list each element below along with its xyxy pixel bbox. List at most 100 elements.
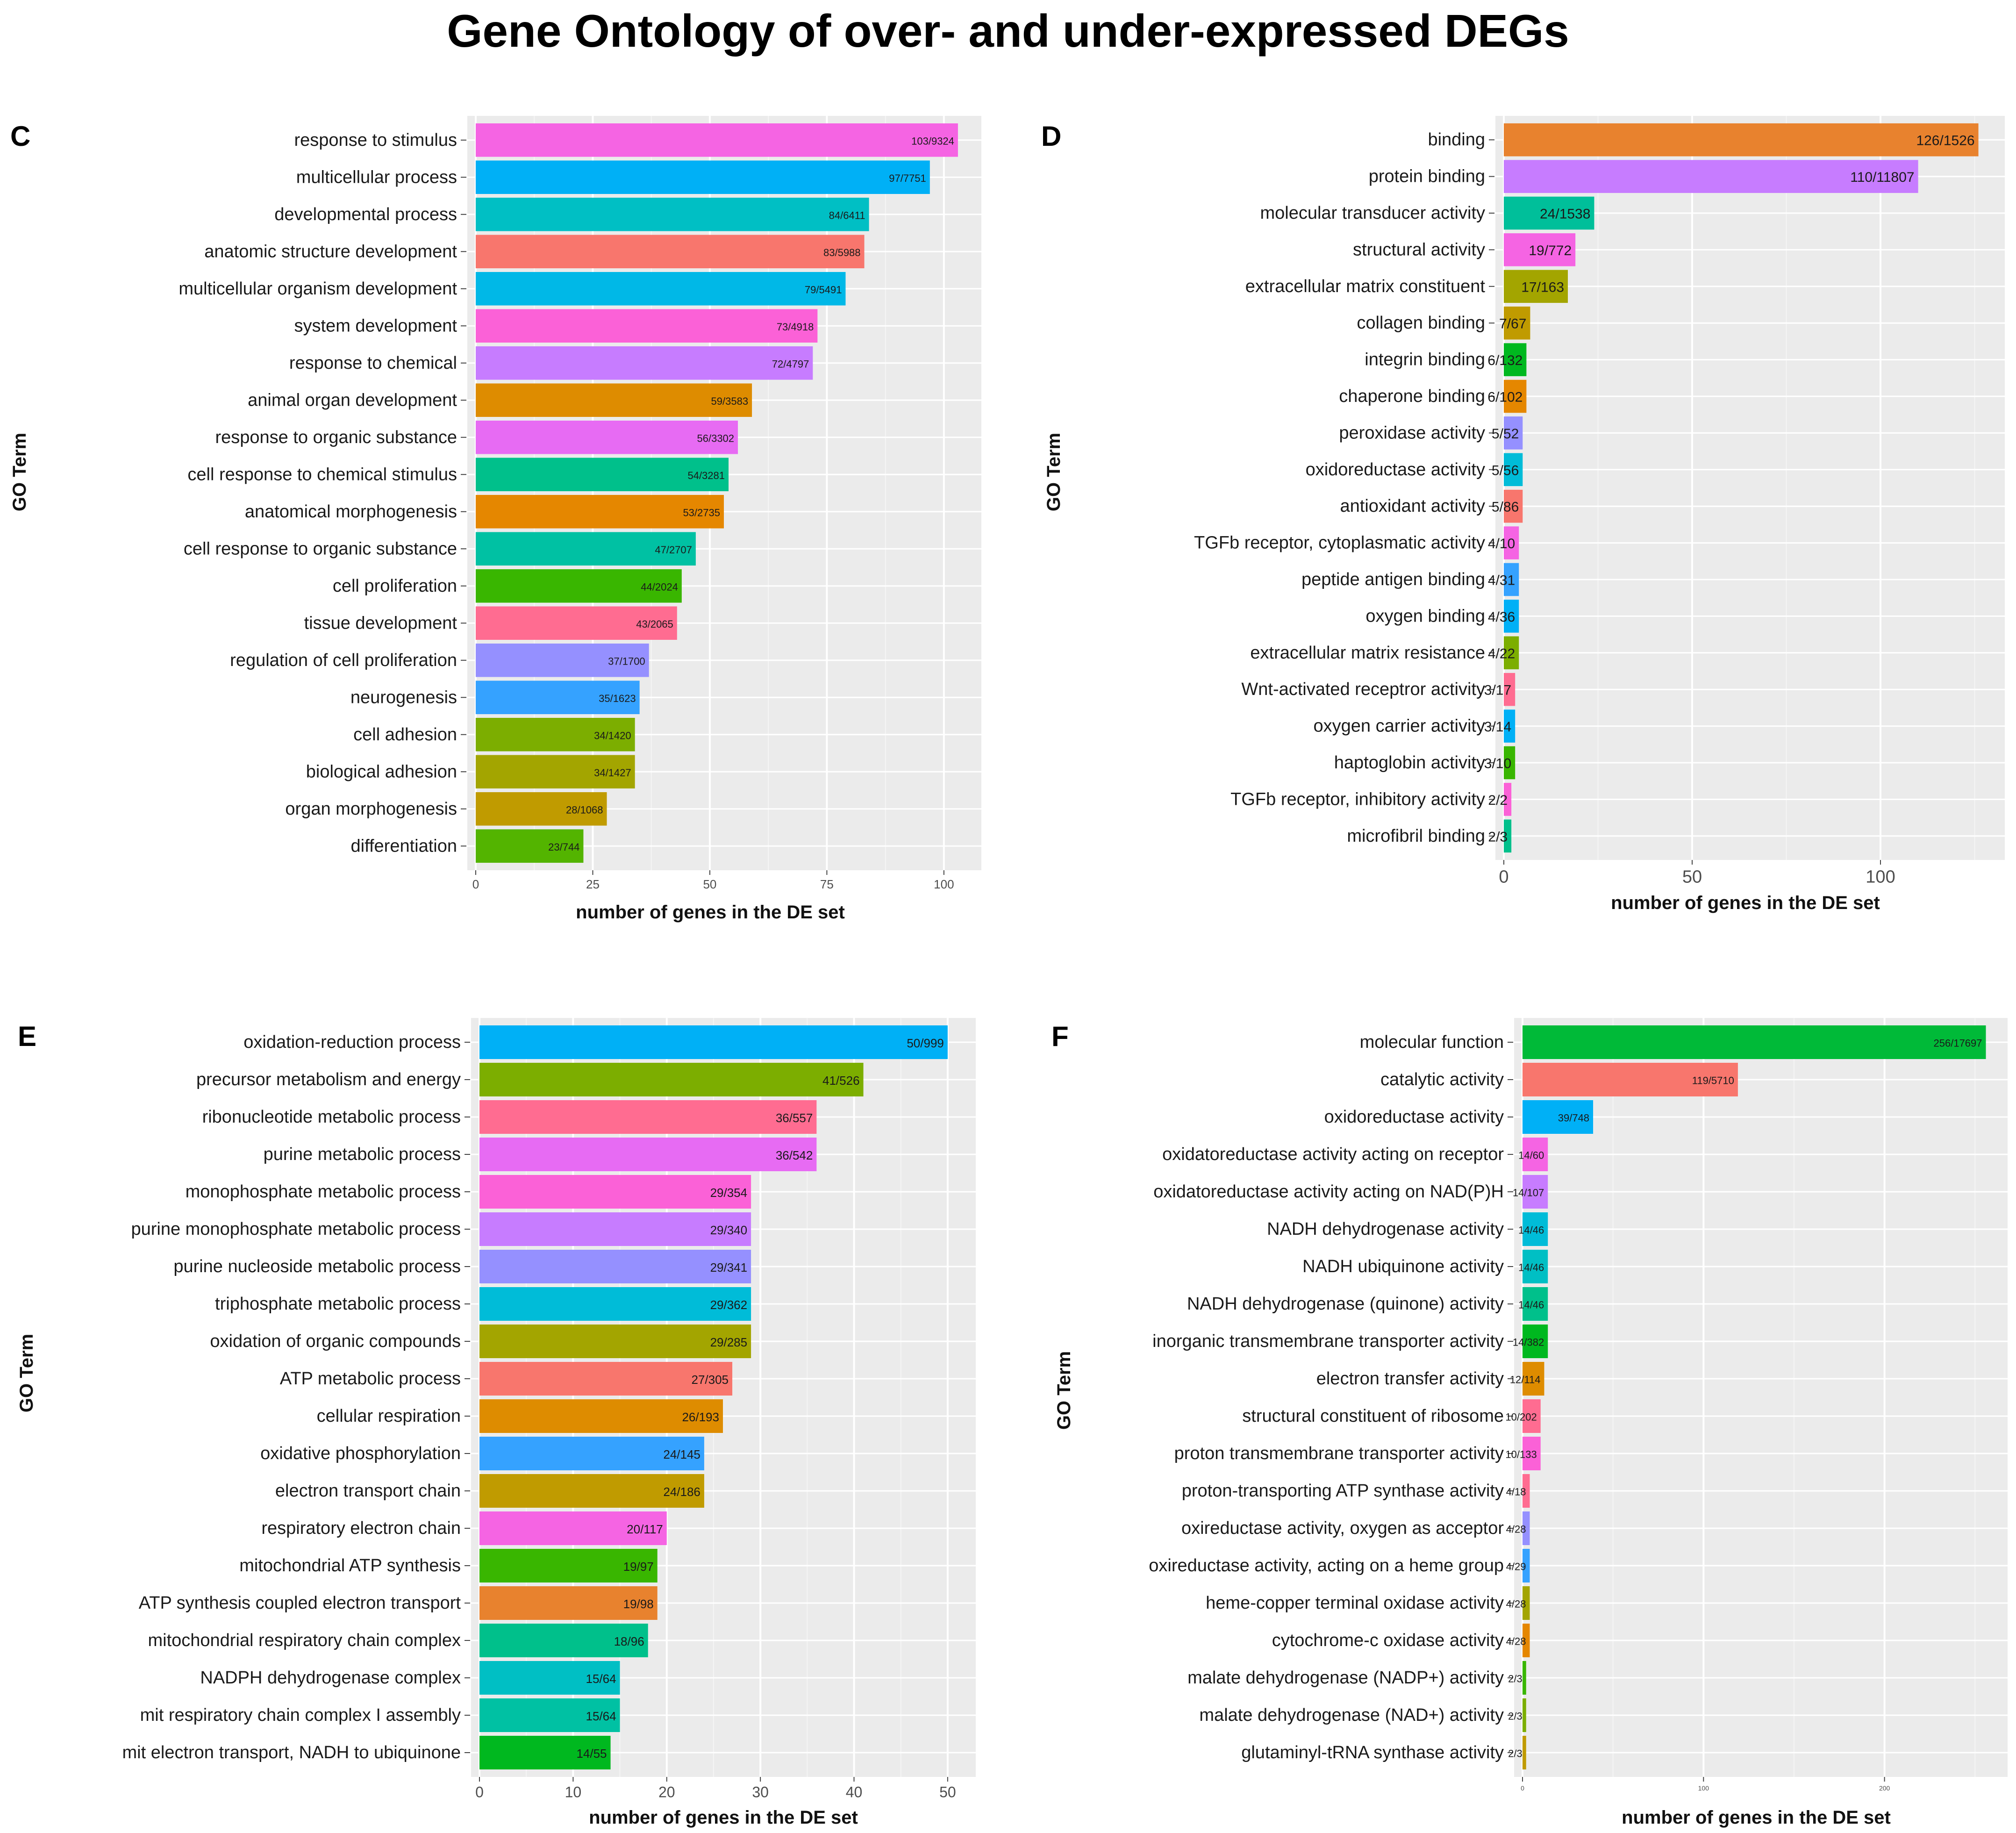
value-label-c: 56/3302 <box>697 432 735 444</box>
value-label-c: 35/1623 <box>599 693 636 704</box>
bar-e <box>479 1138 817 1171</box>
value-label-e: 50/999 <box>907 1036 944 1050</box>
category-label-c: developmental process <box>274 205 457 224</box>
value-label-d: 5/52 <box>1492 426 1519 442</box>
y-axis-title-f: GO Term <box>1054 1351 1074 1430</box>
category-label-e: purine monophosphate metabolic process <box>131 1219 461 1239</box>
bar-f <box>1523 1138 1548 1171</box>
value-label-d: 4/31 <box>1488 573 1515 588</box>
category-label-e: ATP metabolic process <box>280 1369 461 1389</box>
value-label-c: 34/1427 <box>594 767 631 779</box>
value-label-e: 29/341 <box>710 1260 748 1275</box>
category-label-d: molecular transducer activity <box>1260 203 1485 223</box>
y-axis-title-e: GO Term <box>16 1334 37 1412</box>
value-label-f: 4/18 <box>1506 1486 1526 1498</box>
category-label-e: mitochondrial respiratory chain complex <box>148 1631 461 1650</box>
bar-f <box>1523 1549 1530 1582</box>
value-label-c: 84/6411 <box>829 209 865 221</box>
value-label-d: 5/86 <box>1492 500 1519 515</box>
bar-c <box>476 235 865 269</box>
value-label-e: 41/526 <box>822 1074 860 1088</box>
value-label-d: 4/10 <box>1488 536 1515 551</box>
value-label-c: 83/5988 <box>823 247 861 258</box>
bar-f <box>1523 1511 1530 1545</box>
bar-e <box>479 1287 751 1321</box>
bar-e <box>479 1250 751 1283</box>
bar-e <box>479 1549 658 1582</box>
bar-c <box>476 532 696 566</box>
value-label-f: 4/28 <box>1506 1636 1526 1647</box>
value-label-f: 2/3 <box>1508 1673 1523 1685</box>
plot-background-d <box>1495 116 2005 860</box>
bar-c <box>476 569 682 603</box>
value-label-c: 103/9324 <box>911 135 954 147</box>
value-label-c: 44/2024 <box>641 581 678 593</box>
category-label-c: tissue development <box>304 613 458 633</box>
bar-d <box>1504 416 1523 450</box>
category-label-e: oxidation of organic compounds <box>210 1332 461 1351</box>
bar-d <box>1504 563 1519 596</box>
category-label-d: TGFb receptor, cytoplasmatic activity <box>1194 533 1485 553</box>
value-label-d: 126/1526 <box>1916 133 1974 149</box>
value-label-c: 72/4797 <box>772 358 809 370</box>
value-label-f: 14/46 <box>1518 1262 1544 1274</box>
category-label-d: chaperone binding <box>1339 387 1485 406</box>
bar-c <box>476 829 584 863</box>
bar-d <box>1504 489 1523 523</box>
value-label-f: 12/114 <box>1510 1374 1541 1386</box>
bar-f <box>1523 1250 1548 1283</box>
category-label-d: peroxidase activity <box>1339 423 1485 443</box>
bar-f <box>1523 1698 1526 1732</box>
bar-e <box>479 1399 723 1433</box>
bar-d <box>1504 600 1519 633</box>
bar-f <box>1523 1624 1530 1657</box>
bar-d <box>1504 123 1979 157</box>
category-label-f: molecular function <box>1360 1032 1504 1052</box>
category-label-c: response to chemical <box>289 353 457 373</box>
value-label-f: 14/107 <box>1513 1187 1544 1199</box>
bar-c <box>476 717 635 752</box>
main-title: Gene Ontology of over- and under-express… <box>447 5 1569 57</box>
value-label-f: 39/748 <box>1558 1112 1589 1124</box>
category-label-f: proton-transporting ATP synthase activit… <box>1182 1481 1504 1501</box>
value-label-d: 7/67 <box>1499 316 1526 332</box>
bar-f <box>1523 1586 1530 1620</box>
category-label-e: oxidation-reduction process <box>243 1032 461 1052</box>
bar-e <box>479 1736 611 1769</box>
category-label-e: purine nucleoside metabolic process <box>173 1257 461 1276</box>
bar-e <box>479 1437 704 1470</box>
bar-d <box>1504 343 1527 376</box>
panel-letter-f: F <box>1051 1021 1069 1052</box>
value-label-c: 37/1700 <box>608 655 645 667</box>
x-tick-label-c: 100 <box>934 877 954 891</box>
value-label-c: 54/3281 <box>687 470 725 481</box>
bar-e <box>479 1325 751 1358</box>
x-tick-label-c: 50 <box>703 877 716 891</box>
bar-d <box>1504 819 1512 853</box>
value-label-f: 10/133 <box>1505 1449 1537 1461</box>
x-tick-label-c: 0 <box>472 877 479 891</box>
category-label-f: NADH dehydrogenase activity <box>1267 1219 1504 1239</box>
bar-c <box>476 494 724 529</box>
category-label-d: oxidoreductase activity <box>1306 460 1485 480</box>
category-label-e: mit respiratory chain complex I assembly <box>140 1705 461 1725</box>
bar-f <box>1523 1063 1738 1096</box>
bar-d <box>1504 709 1516 743</box>
category-label-f: electron transfer activity <box>1316 1369 1504 1389</box>
bar-e <box>479 1212 751 1246</box>
category-label-e: ribonucleotide metabolic process <box>202 1107 461 1127</box>
category-label-e: cellular respiration <box>317 1406 461 1426</box>
category-label-d: collagen binding <box>1357 313 1485 333</box>
x-tick-label-f: 200 <box>1879 1784 1890 1792</box>
category-label-f: NADH dehydrogenase (quinone) activity <box>1187 1294 1504 1314</box>
value-label-e: 29/285 <box>710 1335 748 1349</box>
value-label-e: 15/64 <box>586 1709 616 1723</box>
bar-c <box>476 458 729 492</box>
x-axis-title-c: number of genes in the DE set <box>576 902 845 923</box>
value-label-d: 6/102 <box>1487 390 1523 405</box>
x-axis-title-f: number of genes in the DE set <box>1622 1807 1891 1828</box>
bar-d <box>1504 160 1918 193</box>
category-label-f: cytochrome-c oxidase activity <box>1272 1631 1504 1650</box>
x-tick-label-e: 40 <box>846 1784 863 1801</box>
bar-e <box>479 1175 751 1209</box>
